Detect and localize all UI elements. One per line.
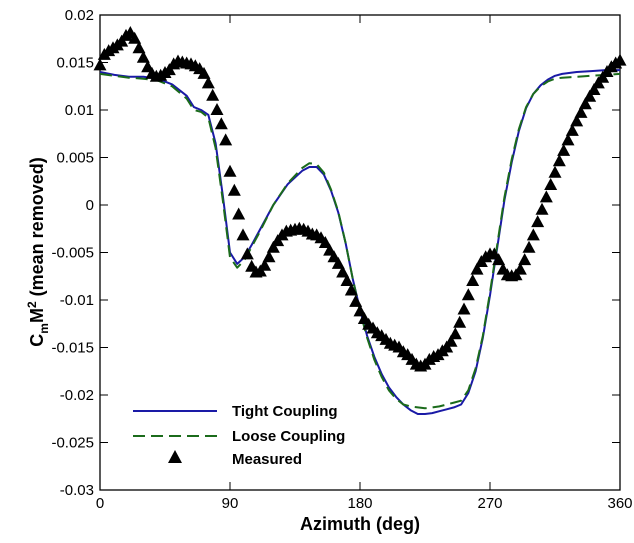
measured-point [336, 265, 350, 278]
measured-point [578, 97, 592, 110]
y-axis-title: CmM2 (mean removed) [25, 157, 51, 346]
x-axis-title: Azimuth (deg) [300, 514, 420, 534]
series-measured [93, 26, 627, 372]
measured-point [206, 88, 220, 101]
measured-point [214, 117, 228, 130]
measured-point [526, 228, 540, 241]
measured-point [349, 294, 363, 307]
measured-point [457, 302, 471, 315]
measured-point [232, 207, 246, 220]
measured-point [552, 154, 566, 167]
measured-point [513, 262, 527, 275]
x-axis: 0 90 180 270 360 [96, 15, 633, 512]
measured-point [587, 83, 601, 96]
measured-point [344, 283, 358, 296]
y-axis-title-rest: (mean removed) [27, 157, 47, 301]
measured-point [210, 103, 224, 115]
measured-point [531, 215, 545, 228]
y-tick-label: 0 [86, 197, 94, 214]
measured-point [583, 89, 597, 102]
x-tick-label: 180 [347, 495, 372, 512]
measured-point [93, 58, 107, 71]
measured-point [262, 250, 276, 263]
measured-point [466, 274, 480, 286]
legend-label-tight-coupling: Tight Coupling [232, 403, 338, 420]
series-tight-coupling-line [99, 69, 620, 415]
measured-point [128, 31, 142, 44]
y-tick-label: -0.01 [60, 292, 94, 309]
y-tick-label: -0.02 [60, 387, 94, 404]
x-tick-label: 360 [607, 495, 632, 512]
x-tick-label: 90 [222, 495, 239, 512]
series-loose-coupling-line [99, 72, 621, 410]
measured-point [236, 228, 250, 241]
measured-point [227, 183, 241, 196]
measured-point [539, 190, 553, 203]
measured-point [544, 178, 558, 191]
legend-swatch-measured [168, 450, 182, 463]
plot-area: 0 90 180 270 360 -0.03 -0.025 -0.02 -0.015 -0.01… [51, 7, 632, 512]
x-tick-label: 0 [96, 495, 104, 512]
measured-point [340, 274, 354, 286]
y-tick-label: -0.005 [51, 245, 94, 262]
measured-point [223, 164, 237, 177]
y-axis: -0.03 -0.025 -0.02 -0.015 -0.01 -0.005 0 0.005 0… [51, 7, 620, 499]
y-tick-label: 0.01 [65, 102, 94, 119]
measured-point [561, 133, 575, 146]
measured-point [353, 304, 367, 317]
y-axis-title-superscript: 2 [25, 301, 39, 308]
measured-point [461, 288, 475, 301]
measured-point [331, 256, 345, 269]
measured-point [565, 123, 579, 136]
measured-point [219, 133, 233, 146]
measured-point [258, 258, 272, 271]
measured-point [570, 114, 584, 127]
plot-frame [99, 14, 621, 491]
series-layer [93, 26, 627, 415]
y-tick-label: 0.005 [56, 150, 94, 167]
measured-point [557, 143, 571, 156]
measured-point [448, 327, 462, 340]
measured-point [535, 202, 549, 215]
y-axis-title-subscript: m [37, 323, 51, 334]
measured-point [136, 50, 150, 63]
legend-label-measured: Measured [232, 451, 302, 468]
measured-point [470, 262, 484, 275]
measured-point [453, 315, 467, 328]
measured-point [201, 76, 215, 89]
measured-point [522, 240, 536, 253]
legend-label-loose-coupling: Loose Coupling [232, 428, 345, 445]
legend: Tight Coupling Loose Coupling Measured [133, 403, 345, 468]
y-tick-label: 0.02 [65, 7, 94, 24]
measured-point [613, 53, 627, 66]
measured-point [574, 105, 588, 118]
measured-point [444, 334, 458, 347]
y-tick-label: 0.015 [56, 55, 94, 72]
measured-point [492, 253, 506, 266]
measured-point [197, 66, 211, 79]
y-tick-label: -0.03 [60, 482, 94, 499]
y-axis-title-mid: M [27, 308, 47, 323]
y-tick-label: -0.025 [51, 435, 94, 452]
y-axis-title-base: C [27, 334, 47, 347]
measured-point [132, 41, 146, 54]
measured-point [518, 253, 532, 266]
measured-point [266, 240, 280, 253]
measured-point [318, 236, 332, 248]
x-tick-label: 270 [477, 495, 502, 512]
measured-point [548, 165, 562, 178]
y-tick-label: -0.015 [51, 340, 94, 357]
measured-point [240, 247, 254, 260]
